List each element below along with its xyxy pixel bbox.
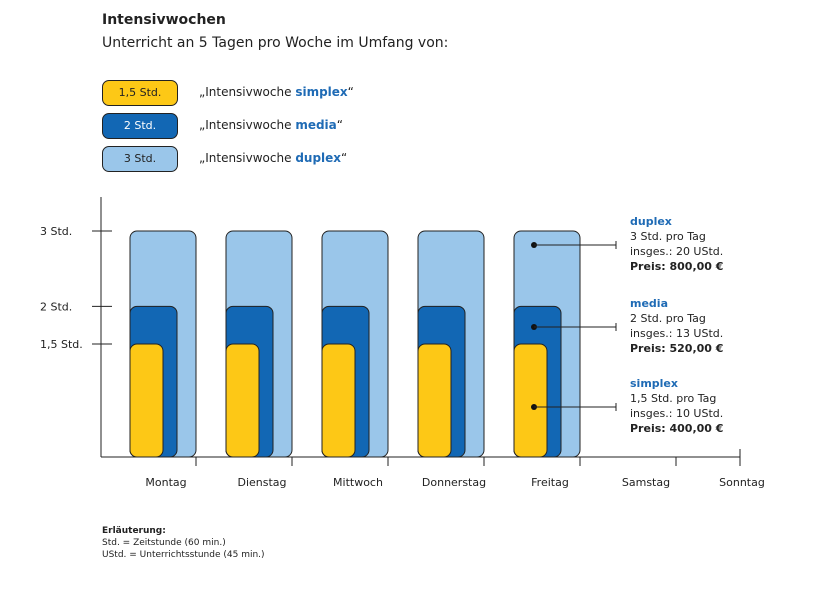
info-hours-media: 2 Std. pro Tag bbox=[630, 312, 706, 325]
bar-simplex bbox=[129, 343, 164, 458]
x-tick-label: Mittwoch bbox=[333, 476, 383, 489]
bar-simplex bbox=[417, 343, 452, 458]
info-title-simplex: simplex bbox=[630, 377, 678, 390]
info-total-simplex: insges.: 10 UStd. bbox=[630, 407, 724, 420]
legend-label-media: „Intensivwoche media“ bbox=[199, 118, 343, 132]
info-hours-simplex: 1,5 Std. pro Tag bbox=[630, 392, 717, 405]
legend-item-duplex: 3 Std. „Intensivwoche duplex“ bbox=[102, 146, 502, 172]
x-tick-label: Samstag bbox=[622, 476, 670, 489]
legend-swatch-media: 2 Std. bbox=[102, 113, 178, 139]
info-price-media: Preis: 520,00 € bbox=[630, 342, 724, 355]
info-total-duplex: insges.: 20 UStd. bbox=[630, 245, 724, 258]
x-tick-label: Donnerstag bbox=[422, 476, 486, 489]
info-title-duplex: duplex bbox=[630, 215, 672, 228]
x-tick-label: Freitag bbox=[531, 476, 569, 489]
info-price-simplex: Preis: 400,00 € bbox=[630, 422, 724, 435]
bar-simplex bbox=[321, 343, 356, 458]
y-tick-label: 1,5 Std. bbox=[40, 338, 83, 351]
info-block-simplex: simplex 1,5 Std. pro Tag insges.: 10 USt… bbox=[630, 376, 723, 436]
info-price-duplex: Preis: 800,00 € bbox=[630, 260, 724, 273]
footnote-line-ustd: UStd. = Unterrichtsstunde (45 min.) bbox=[102, 550, 265, 560]
bar-simplex bbox=[225, 343, 260, 458]
x-tick-label: Sonntag bbox=[719, 476, 765, 489]
page-subtitle: Unterricht an 5 Tagen pro Woche im Umfan… bbox=[102, 35, 449, 51]
legend-swatch-simplex: 1,5 Std. bbox=[102, 80, 178, 106]
legend-item-media: 2 Std. „Intensivwoche media“ bbox=[102, 113, 502, 139]
info-hours-duplex: 3 Std. pro Tag bbox=[630, 230, 706, 243]
y-tick-label: 3 Std. bbox=[40, 225, 72, 238]
bar-simplex bbox=[513, 343, 548, 458]
x-tick-label: Dienstag bbox=[237, 476, 286, 489]
footnote: Erläuterung: Std. = Zeitstunde (60 min.)… bbox=[102, 525, 265, 561]
footnote-line-std: Std. = Zeitstunde (60 min.) bbox=[102, 538, 226, 548]
y-tick-label: 2 Std. bbox=[40, 300, 72, 313]
info-total-media: insges.: 13 UStd. bbox=[630, 327, 724, 340]
info-title-media: media bbox=[630, 297, 668, 310]
legend-swatch-duplex: 3 Std. bbox=[102, 146, 178, 172]
footnote-title: Erläuterung: bbox=[102, 526, 166, 536]
page-title: Intensivwochen bbox=[102, 12, 226, 28]
info-block-media: media 2 Std. pro Tag insges.: 13 UStd. P… bbox=[630, 296, 723, 356]
legend-item-simplex: 1,5 Std. „Intensivwoche simplex“ bbox=[102, 80, 502, 106]
legend-label-duplex: „Intensivwoche duplex“ bbox=[199, 151, 348, 165]
x-tick-label: Montag bbox=[145, 476, 186, 489]
info-block-duplex: duplex 3 Std. pro Tag insges.: 20 UStd. … bbox=[630, 214, 723, 274]
legend-label-simplex: „Intensivwoche simplex“ bbox=[199, 85, 354, 99]
